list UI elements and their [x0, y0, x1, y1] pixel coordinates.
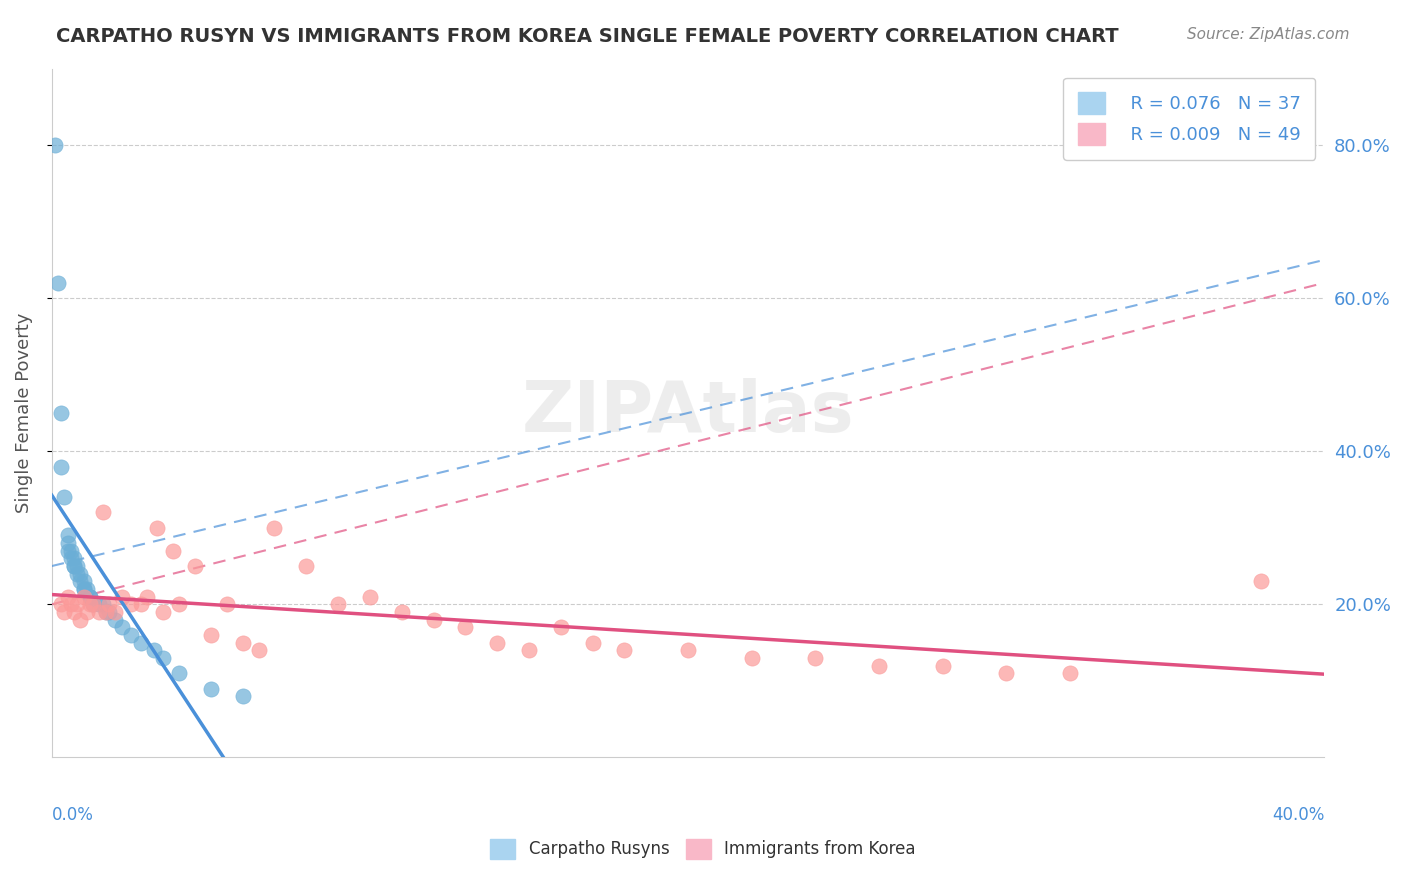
Point [63, 551, 86, 566]
Point [72, 590, 94, 604]
Point [72, 582, 94, 596]
Point [184, 559, 207, 574]
Point [51, 459, 73, 474]
Point [804, 651, 827, 665]
Point [868, 658, 890, 673]
Point [104, 613, 127, 627]
Y-axis label: Single Female Poverty: Single Female Poverty [15, 313, 32, 513]
Point [111, 620, 134, 634]
Legend: Carpatho Rusyns, Immigrants from Korea: Carpatho Rusyns, Immigrants from Korea [484, 832, 922, 866]
Point [136, 590, 159, 604]
Point [200, 628, 222, 642]
Point [69, 613, 91, 627]
Point [89, 597, 111, 611]
Point [263, 521, 285, 535]
Point [215, 597, 238, 611]
Point [56, 536, 79, 550]
Point [82, 597, 104, 611]
Point [1059, 666, 1081, 681]
Point [486, 635, 509, 649]
Point [152, 605, 174, 619]
Text: ZIPAtlas: ZIPAtlas [522, 378, 855, 448]
Point [89, 605, 111, 619]
Point [326, 597, 349, 611]
Point [59, 551, 82, 566]
Point [359, 590, 381, 604]
Point [82, 597, 104, 611]
Point [167, 597, 190, 611]
Point [98, 605, 121, 619]
Point [741, 651, 763, 665]
Point [247, 643, 270, 657]
Point [98, 597, 121, 611]
Point [613, 643, 636, 657]
Point [91, 506, 114, 520]
Point [69, 566, 91, 581]
Point [79, 590, 101, 604]
Point [995, 666, 1018, 681]
Point [517, 643, 540, 657]
Point [69, 574, 91, 589]
Point [232, 689, 254, 703]
Text: 0.0%: 0.0% [52, 805, 94, 823]
Point [200, 681, 222, 696]
Point [94, 605, 117, 619]
Point [295, 559, 318, 574]
Point [94, 605, 117, 619]
Point [111, 590, 134, 604]
Point [76, 605, 98, 619]
Point [581, 635, 603, 649]
Point [72, 582, 94, 596]
Point [72, 574, 94, 589]
Point [422, 613, 444, 627]
Text: Source: ZipAtlas.com: Source: ZipAtlas.com [1187, 27, 1350, 42]
Point [162, 543, 184, 558]
Point [51, 406, 73, 420]
Text: 40.0%: 40.0% [1272, 805, 1324, 823]
Point [120, 597, 142, 611]
Point [152, 651, 174, 665]
Point [63, 559, 86, 574]
Point [550, 620, 572, 634]
Point [232, 635, 254, 649]
Point [676, 643, 699, 657]
Point [79, 597, 101, 611]
Point [91, 597, 114, 611]
Point [1250, 574, 1272, 589]
Point [59, 543, 82, 558]
Point [59, 597, 82, 611]
Point [56, 590, 79, 604]
Point [104, 605, 127, 619]
Point [76, 582, 98, 596]
Point [120, 628, 142, 642]
Legend:   R = 0.076   N = 37,   R = 0.009   N = 49: R = 0.076 N = 37, R = 0.009 N = 49 [1063, 78, 1316, 160]
Point [66, 559, 89, 574]
Point [53, 490, 76, 504]
Point [56, 528, 79, 542]
Point [51, 597, 73, 611]
Point [931, 658, 953, 673]
Point [79, 590, 101, 604]
Text: CARPATHO RUSYN VS IMMIGRANTS FROM KOREA SINGLE FEMALE POVERTY CORRELATION CHART: CARPATHO RUSYN VS IMMIGRANTS FROM KOREA … [56, 27, 1119, 45]
Point [56, 543, 79, 558]
Point [142, 643, 165, 657]
Point [454, 620, 477, 634]
Point [66, 597, 89, 611]
Point [53, 605, 76, 619]
Point [129, 597, 152, 611]
Point [46, 276, 69, 290]
Point [167, 666, 190, 681]
Point [63, 605, 86, 619]
Point [66, 566, 89, 581]
Point [145, 521, 167, 535]
Point [63, 559, 86, 574]
Point [44, 138, 66, 153]
Point [391, 605, 413, 619]
Point [129, 635, 152, 649]
